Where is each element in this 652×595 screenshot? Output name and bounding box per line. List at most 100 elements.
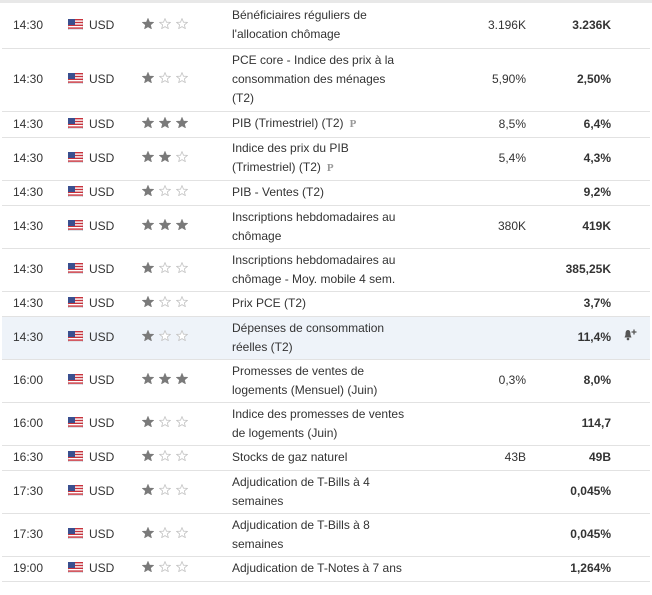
us-flag-icon — [68, 525, 89, 544]
actual-value — [417, 180, 441, 206]
actual-value — [417, 445, 441, 471]
importance-stars — [142, 72, 188, 83]
us-flag-icon — [68, 371, 89, 390]
preliminary-marker: P — [349, 118, 357, 130]
event-name-link[interactable]: Indice des promesses de ventes de logeme… — [232, 406, 405, 440]
event-name-link[interactable]: Adjudication de T-Bills à 4 semaines — [232, 474, 370, 508]
actual-value — [417, 316, 441, 360]
event-name-link[interactable]: Bénéficiaires réguliers de l'allocation … — [232, 8, 367, 42]
event-name-link[interactable]: Dépenses de consommation réelles (T2) — [232, 320, 385, 354]
bell-plus-icon[interactable] — [623, 329, 639, 345]
event-name-link[interactable]: Indice des prix du PIB (Trimestriel) (T2… — [232, 141, 349, 174]
economic-calendar-table: 14:30 USD Bénéficiaires réguliers de l'all… — [2, 3, 650, 582]
previous-value: 6,4% — [526, 111, 611, 138]
importance-stars — [142, 185, 188, 196]
event-time: 19:00 — [2, 556, 68, 582]
actual-value — [417, 402, 441, 446]
event-name-link[interactable]: PIB - Ventes (T2) — [232, 185, 325, 199]
actual-value — [417, 291, 441, 317]
star-filled-icon — [159, 151, 171, 162]
us-flag-icon — [68, 482, 89, 501]
event-time: 17:30 — [2, 513, 68, 557]
currency-code: USD — [89, 330, 115, 344]
event-name-link[interactable]: Prix PCE (T2) — [232, 296, 307, 310]
us-flag-icon — [68, 260, 89, 279]
star-empty-icon — [176, 17, 188, 29]
event-name-link[interactable]: Promesses de ventes de logements (Mensue… — [232, 363, 378, 397]
actual-value — [417, 48, 441, 112]
event-row[interactable]: 17:30 USD Adjudication de T-Bills à 4 sema… — [2, 470, 650, 514]
currency-code: USD — [89, 116, 115, 131]
actual-value — [417, 470, 441, 514]
event-time: 14:30 — [2, 248, 68, 292]
event-name-link[interactable]: Adjudication de T-Bills à 8 semaines — [232, 517, 370, 551]
star-empty-icon — [159, 416, 171, 427]
star-filled-icon — [142, 151, 154, 162]
forecast-value: 43B — [441, 445, 526, 471]
event-time: 14:30 — [2, 180, 68, 206]
importance-stars — [142, 416, 188, 427]
star-empty-icon — [176, 72, 188, 83]
event-row[interactable]: 16:30 USD Stocks de gaz naturel 43B 49B — [2, 445, 650, 471]
event-name-link[interactable]: Adjudication de T-Notes à 7 ans — [232, 561, 402, 575]
event-row[interactable]: 14:30 USD Bénéficiaires réguliers de l'all… — [2, 3, 650, 49]
star-empty-icon — [159, 17, 171, 29]
forecast-value: 5,4% — [441, 137, 526, 181]
forecast-value — [441, 291, 526, 317]
previous-value: 3,7% — [526, 291, 611, 317]
event-time: 14:30 — [2, 48, 68, 112]
star-empty-icon — [176, 330, 188, 341]
event-time: 14:30 — [2, 111, 68, 138]
event-name-link[interactable]: Inscriptions hebdomadaires au chômage - … — [232, 252, 396, 286]
star-empty-icon — [159, 185, 171, 196]
star-filled-icon — [142, 416, 154, 427]
event-row[interactable]: 14:30 USD Inscriptions hebdomadaires au ch… — [2, 248, 650, 292]
event-row[interactable]: 19:00 USD Adjudication de T-Notes à 7 ans 1… — [2, 556, 650, 582]
event-row[interactable]: 14:30 USD PIB - Ventes (T2) 9,2% — [2, 180, 650, 206]
star-empty-icon — [176, 450, 188, 461]
currency-code: USD — [89, 72, 115, 86]
event-name-link[interactable]: Stocks de gaz naturel — [232, 450, 348, 464]
event-row[interactable]: 14:30 USD PCE core - Indice des prix à la … — [2, 48, 650, 112]
star-filled-icon — [142, 527, 154, 538]
importance-stars — [142, 561, 188, 572]
star-empty-icon — [159, 561, 171, 572]
event-row[interactable]: 14:30 USD PIB (Trimestriel) (T2) P 8,5% 6,4% — [2, 111, 650, 138]
event-time: 14:30 — [2, 3, 68, 49]
forecast-value: 5,90% — [441, 48, 526, 112]
importance-stars — [142, 484, 188, 495]
forecast-value: 380K — [441, 205, 526, 249]
event-row[interactable]: 14:30 USD Dépenses de consommation réelles… — [2, 316, 650, 360]
star-filled-icon — [176, 116, 188, 128]
event-row[interactable]: 14:30 USD Inscriptions hebdomadaires au ch… — [2, 205, 650, 249]
event-name-link[interactable]: Inscriptions hebdomadaires au chômage — [232, 209, 396, 243]
star-empty-icon — [159, 330, 171, 341]
us-flag-icon — [68, 328, 89, 347]
forecast-value — [441, 180, 526, 206]
star-filled-icon — [176, 373, 188, 384]
scroll-top-edge — [0, 0, 652, 3]
currency-code: USD — [89, 484, 115, 498]
forecast-value — [441, 402, 526, 446]
event-row[interactable]: 17:30 USD Adjudication de T-Bills à 8 sema… — [2, 513, 650, 557]
event-time: 14:30 — [2, 316, 68, 360]
actual-value — [417, 205, 441, 249]
event-name-link[interactable]: PIB (Trimestriel) (T2) — [232, 116, 344, 130]
us-flag-icon — [68, 448, 89, 467]
currency-code: USD — [89, 450, 115, 464]
event-row[interactable]: 14:30 USD Prix PCE (T2) 3,7% — [2, 291, 650, 317]
event-row[interactable]: 14:30 USD Indice des prix du PIB (Trimestr… — [2, 137, 650, 181]
event-row[interactable]: 16:00 USD Indice des promesses de ventes d… — [2, 402, 650, 446]
actual-value — [417, 359, 441, 403]
event-name-link[interactable]: PCE core - Indice des prix à la consomma… — [232, 53, 395, 105]
preliminary-marker: P — [326, 162, 334, 174]
star-filled-icon — [176, 219, 188, 230]
importance-stars — [142, 116, 188, 128]
us-flag-icon — [68, 115, 89, 134]
event-row[interactable]: 16:00 USD Promesses de ventes de logements… — [2, 359, 650, 403]
star-filled-icon — [142, 373, 154, 384]
importance-stars — [142, 151, 188, 162]
star-filled-icon — [142, 219, 154, 230]
us-flag-icon — [68, 559, 89, 578]
event-time: 16:30 — [2, 445, 68, 471]
